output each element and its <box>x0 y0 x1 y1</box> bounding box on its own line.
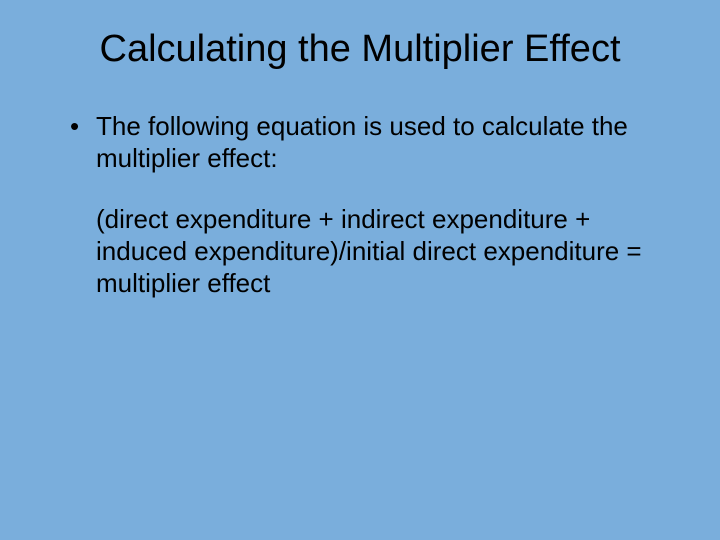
equation-text: (direct expenditure + indirect expenditu… <box>70 204 672 299</box>
bullet-item: The following equation is used to calcul… <box>70 111 672 174</box>
slide-body: The following equation is used to calcul… <box>48 111 672 300</box>
slide-title: Calculating the Multiplier Effect <box>48 28 672 71</box>
bullet-list: The following equation is used to calcul… <box>70 111 672 174</box>
slide: Calculating the Multiplier Effect The fo… <box>0 0 720 540</box>
